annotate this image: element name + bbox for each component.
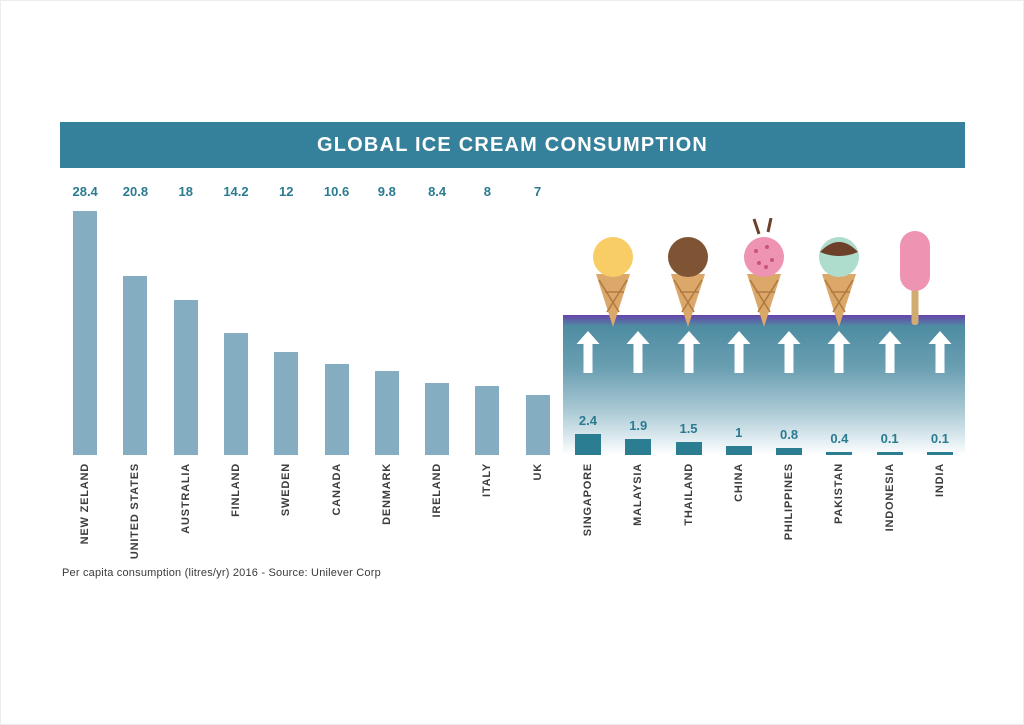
category-label: CHINA <box>732 463 745 502</box>
bar <box>725 446 752 455</box>
bar-column-india: 0.1 INDIA <box>915 168 965 497</box>
bar <box>926 452 953 455</box>
category-label: INDIA <box>933 463 946 497</box>
category-label: INDONESIA <box>883 463 896 532</box>
bar <box>574 434 601 455</box>
category-label: IRELAND <box>431 463 444 518</box>
icecream-illustrations <box>563 217 965 330</box>
up-arrow-icon <box>626 331 650 373</box>
bar <box>525 394 550 455</box>
category-label: PAKISTAN <box>833 463 846 524</box>
bar-column-thailand: 1.5 THAILAND <box>663 168 713 526</box>
value-label: 8.4 <box>428 184 447 199</box>
value-label: 7 <box>534 184 542 199</box>
category-label: PHILIPPINES <box>783 463 796 541</box>
pink-popsicle-icon <box>890 230 940 330</box>
up-arrow-icon <box>928 331 952 373</box>
bar-column-singapore: 2.4 SINGAPORE <box>563 168 613 536</box>
value-label: 18 <box>178 184 193 199</box>
bar-column-sweden: 12 SWEDEN <box>261 168 311 516</box>
bar-column-united-states: 20.8 UNITED STATES <box>110 168 160 559</box>
bar-column-new-zeland: 28.4 NEW ZELAND <box>60 168 110 544</box>
category-label: THAILAND <box>682 463 695 526</box>
bar-column-finland: 14.2 FINLAND <box>211 168 261 517</box>
yellow-ice-cream-cone-icon <box>588 230 638 330</box>
category-label: ITALY <box>481 463 494 497</box>
bar <box>274 351 299 455</box>
strawberry-ice-cream-cone-with-chocolate-sticks-icon <box>739 217 789 330</box>
bar <box>625 438 652 455</box>
up-arrow-icon <box>878 331 902 373</box>
bar <box>173 300 198 455</box>
bar <box>374 370 399 455</box>
value-label: 8 <box>483 184 491 199</box>
value-label: 1.9 <box>629 417 648 433</box>
up-arrow-icon <box>777 331 801 373</box>
value-label: 1 <box>735 425 743 441</box>
value-label: 0.8 <box>780 427 799 443</box>
bar-column-denmark: 9.8 DENMARK <box>362 168 412 525</box>
bar-column-philippines: 0.8 PHILIPPINES <box>764 168 814 540</box>
chart-title-bar: GLOBAL ICE CREAM CONSUMPTION <box>60 122 965 168</box>
source-note: Per capita consumption (litres/yr) 2016 … <box>62 567 381 579</box>
bar-column-china: 1 CHINA <box>714 168 764 502</box>
bar-column-italy: 8 ITALY <box>462 168 512 497</box>
chocolate-ice-cream-cone-icon <box>663 230 713 330</box>
value-label: 10.6 <box>323 184 350 199</box>
bar-column-australia: 18 AUSTRALIA <box>161 168 211 534</box>
bar-column-pakistan: 0.4 PAKISTAN <box>814 168 864 524</box>
bar <box>675 442 702 455</box>
right-gradient-panel <box>562 315 965 455</box>
bar-column-malaysia: 1.9 MALAYSIA <box>613 168 663 526</box>
bar-column-uk: 7 UK <box>513 168 563 481</box>
value-label: 0.4 <box>830 430 849 446</box>
mint-ice-cream-cone-icon <box>814 230 864 330</box>
bar <box>475 386 500 455</box>
bars-row: 28.4 NEW ZELAND 20.8 UNITED STATES 18 AUSTRAL… <box>60 168 965 559</box>
bar <box>324 363 349 455</box>
chart-area: 28.4 NEW ZELAND 20.8 UNITED STATES 18 AUSTRAL… <box>60 168 965 618</box>
value-label: 12 <box>279 184 294 199</box>
value-label: 1.5 <box>679 421 698 437</box>
value-label: 14.2 <box>223 184 249 199</box>
bar <box>123 276 148 455</box>
bar <box>876 452 903 455</box>
bar <box>776 448 803 455</box>
bar-column-indonesia: 0.1 INDONESIA <box>865 168 915 531</box>
bar <box>223 332 248 455</box>
category-label: MALAYSIA <box>632 463 645 526</box>
category-label: UK <box>531 463 544 481</box>
bar <box>425 382 450 455</box>
value-label: 0.1 <box>880 431 899 446</box>
category-label: SINGAPORE <box>581 463 594 537</box>
bar <box>73 210 98 455</box>
up-arrow-icon <box>576 331 600 373</box>
value-label: 28.4 <box>72 184 98 199</box>
up-arrow-icon <box>677 331 701 373</box>
value-label: 0.1 <box>930 431 949 446</box>
bar-column-canada: 10.6 CANADA <box>311 168 361 515</box>
value-label: 20.8 <box>122 184 149 199</box>
bar <box>826 451 853 455</box>
value-label: 2.4 <box>578 413 597 429</box>
chart-title: GLOBAL ICE CREAM CONSUMPTION <box>316 133 708 156</box>
value-label: 9.8 <box>377 184 396 199</box>
bar-column-ireland: 8.4 IRELAND <box>412 168 462 518</box>
up-arrow-icon <box>827 331 851 373</box>
up-arrow-icon <box>727 331 751 373</box>
